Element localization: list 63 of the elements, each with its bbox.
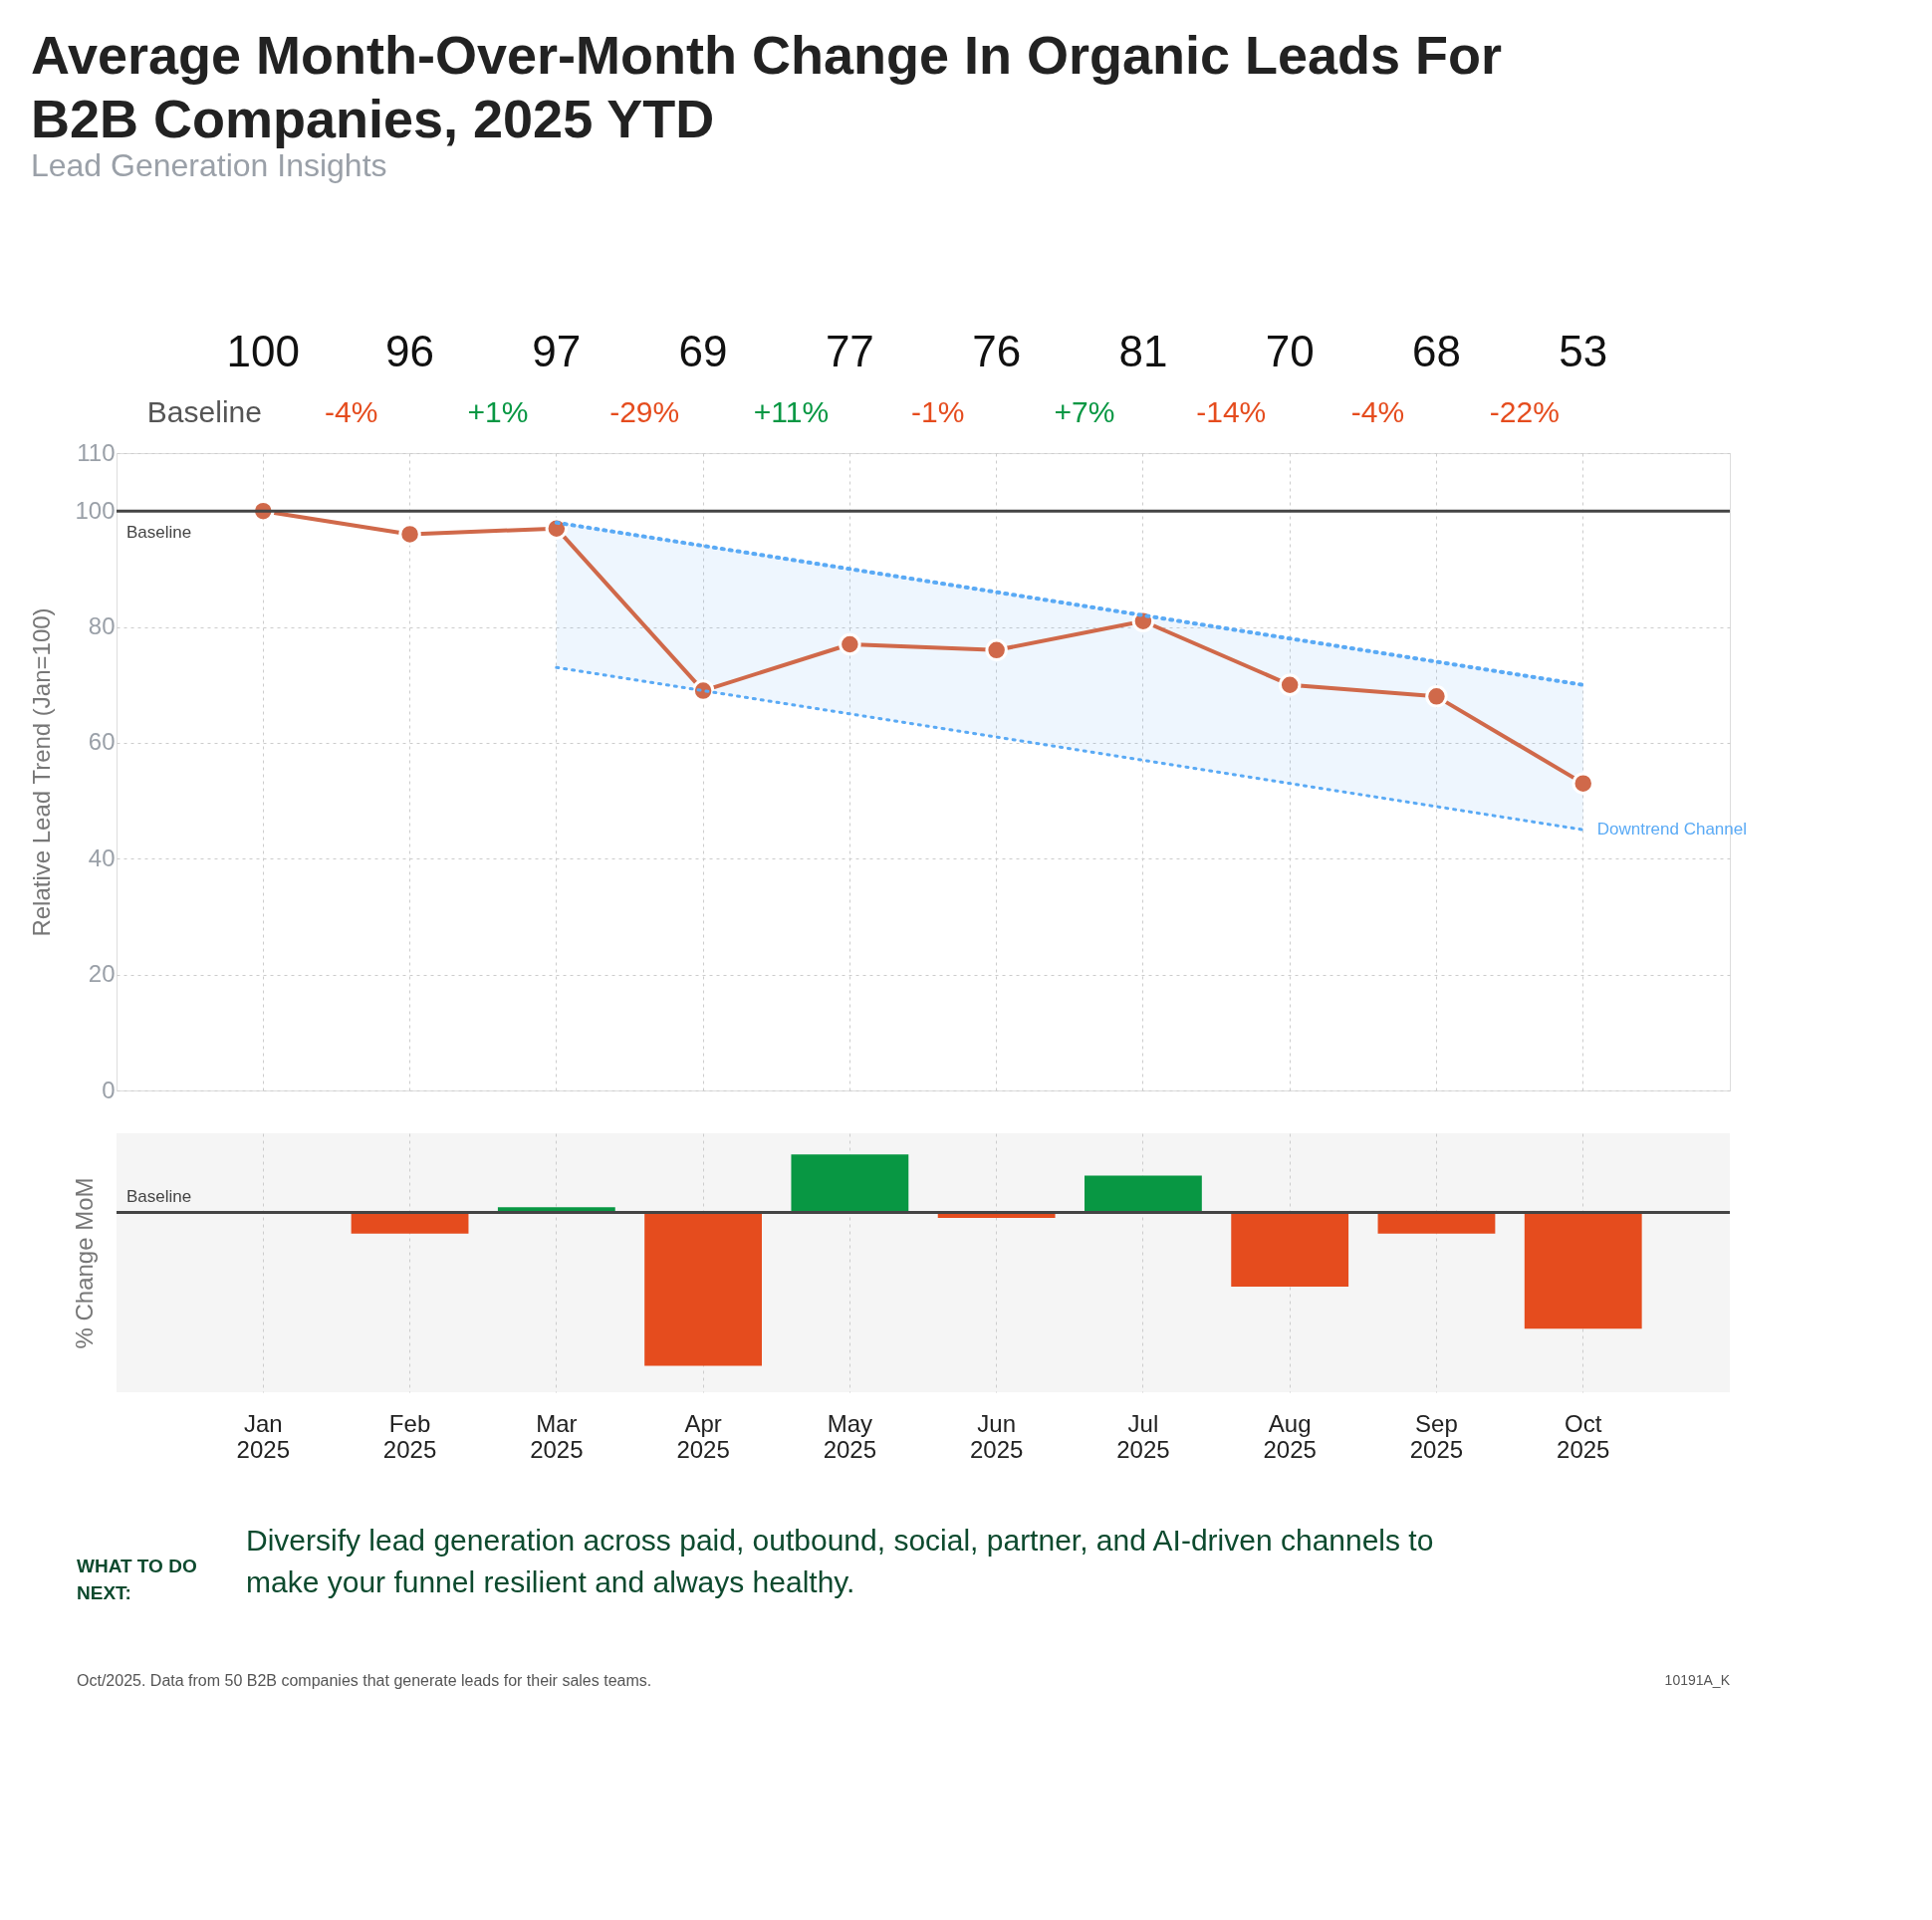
chart-title: Average Month-Over-Month Change In Organic Leads For B2B Companies, 2025 YTD [30, 25, 1503, 148]
y-tick-label: 60 [88, 728, 116, 756]
y-tick-label: 40 [88, 843, 116, 871]
y-tick-label: 110 [77, 438, 116, 466]
ref-line-label: Baseline [126, 523, 192, 543]
point [1425, 685, 1448, 708]
x-tick-label: Jan 2025 [236, 1409, 290, 1463]
bar [791, 1154, 909, 1213]
data-label: 100 [226, 327, 300, 375]
data-label: 97 [532, 327, 582, 375]
data-label: -4% [324, 395, 378, 428]
y-tick-label: 100 [75, 496, 116, 524]
text: Diversify lead generation across paid, outbound, social, partner, and AI-driven channels to make your funnel resilient and always healthy. [246, 1524, 1434, 1598]
x-tick-label: Apr 2025 [676, 1409, 730, 1463]
text: WHAT TO DO NEXT: [77, 1556, 197, 1603]
x-tick-label: Oct 2025 [1557, 1409, 1610, 1463]
data-label: -14% [1196, 395, 1267, 428]
data-label: 68 [1411, 327, 1461, 375]
bar [351, 1212, 469, 1234]
y-axis-title: Relative Lead Trend (Jan=100) [28, 607, 56, 937]
point [1571, 772, 1594, 795]
data-label: 77 [825, 327, 874, 375]
x-tick-label: May 2025 [823, 1409, 877, 1463]
data-label: +1% [467, 395, 529, 428]
data-label: 81 [1118, 327, 1168, 375]
x-tick-label: Aug 2025 [1263, 1409, 1317, 1463]
data-label: -1% [911, 395, 965, 428]
data-label: -4% [1350, 395, 1405, 428]
data-label: 96 [385, 327, 435, 375]
data-label: 69 [678, 327, 728, 375]
x-tick-label: Sep 2025 [1409, 1409, 1464, 1463]
chart-subtitle: Lead Generation Insights [30, 147, 387, 183]
data-label: 53 [1559, 327, 1608, 375]
point [691, 679, 715, 702]
y-tick-label: 20 [88, 960, 116, 988]
data-label: -29% [609, 395, 680, 428]
point [545, 517, 569, 540]
bar [644, 1212, 762, 1366]
bar [1085, 1175, 1202, 1213]
data-label: +11% [753, 395, 830, 428]
x-tick-label: Jun 2025 [969, 1409, 1024, 1463]
data-label: 70 [1265, 327, 1315, 375]
text: Baseline [146, 395, 262, 428]
data-label: -22% [1489, 395, 1560, 428]
point [839, 632, 861, 656]
y-tick-label: 80 [88, 612, 116, 640]
bar [1377, 1212, 1496, 1234]
annotation: Downtrend Channel [1596, 820, 1747, 840]
point [398, 523, 421, 546]
data-label: +7% [1054, 395, 1115, 428]
y-axis-title: % Change MoM [70, 1177, 98, 1349]
text: 10191A_K [1664, 1672, 1731, 1688]
y-tick-label: 0 [102, 1076, 116, 1103]
bar [1524, 1212, 1642, 1329]
x-tick-label: Mar 2025 [530, 1409, 584, 1463]
text: Oct/2025. Data from 50 B2B companies that generate leads for their sales teams. [77, 1672, 652, 1689]
point [1278, 673, 1302, 696]
point [985, 638, 1008, 662]
data-label: 76 [972, 327, 1022, 375]
x-tick-label: Feb 2025 [382, 1409, 437, 1463]
ref-line-label: Baseline [126, 1186, 192, 1206]
bar [1231, 1212, 1349, 1287]
x-tick-label: Jul 2025 [1116, 1409, 1170, 1463]
